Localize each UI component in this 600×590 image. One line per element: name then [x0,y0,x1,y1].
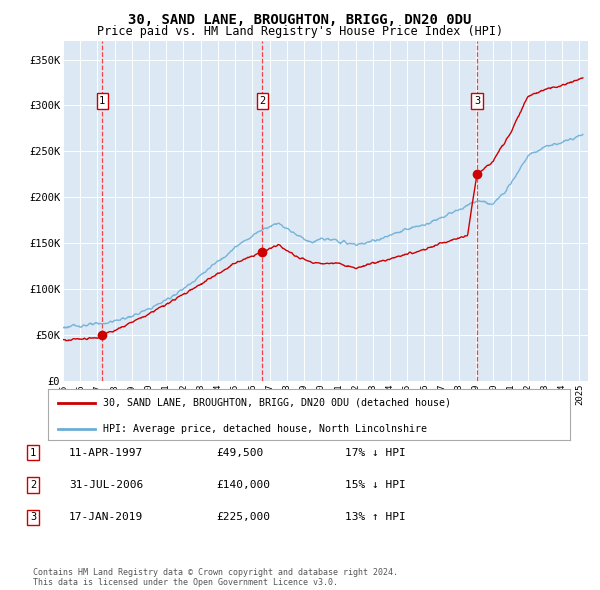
Text: 30, SAND LANE, BROUGHTON, BRIGG, DN20 0DU: 30, SAND LANE, BROUGHTON, BRIGG, DN20 0D… [128,13,472,27]
Text: 13% ↑ HPI: 13% ↑ HPI [345,513,406,522]
Text: Contains HM Land Registry data © Crown copyright and database right 2024.
This d: Contains HM Land Registry data © Crown c… [33,568,398,587]
Text: £140,000: £140,000 [216,480,270,490]
Text: 31-JUL-2006: 31-JUL-2006 [69,480,143,490]
Text: 11-APR-1997: 11-APR-1997 [69,448,143,457]
Text: 17% ↓ HPI: 17% ↓ HPI [345,448,406,457]
Text: 1: 1 [30,448,36,457]
Text: 2: 2 [259,96,265,106]
Text: HPI: Average price, detached house, North Lincolnshire: HPI: Average price, detached house, Nort… [103,424,427,434]
Text: 17-JAN-2019: 17-JAN-2019 [69,513,143,522]
Text: £225,000: £225,000 [216,513,270,522]
Text: 2: 2 [30,480,36,490]
Text: 15% ↓ HPI: 15% ↓ HPI [345,480,406,490]
Text: 1: 1 [99,96,106,106]
Text: Price paid vs. HM Land Registry's House Price Index (HPI): Price paid vs. HM Land Registry's House … [97,25,503,38]
Text: 30, SAND LANE, BROUGHTON, BRIGG, DN20 0DU (detached house): 30, SAND LANE, BROUGHTON, BRIGG, DN20 0D… [103,398,451,408]
Text: £49,500: £49,500 [216,448,263,457]
Text: 3: 3 [30,513,36,522]
Text: 3: 3 [474,96,480,106]
